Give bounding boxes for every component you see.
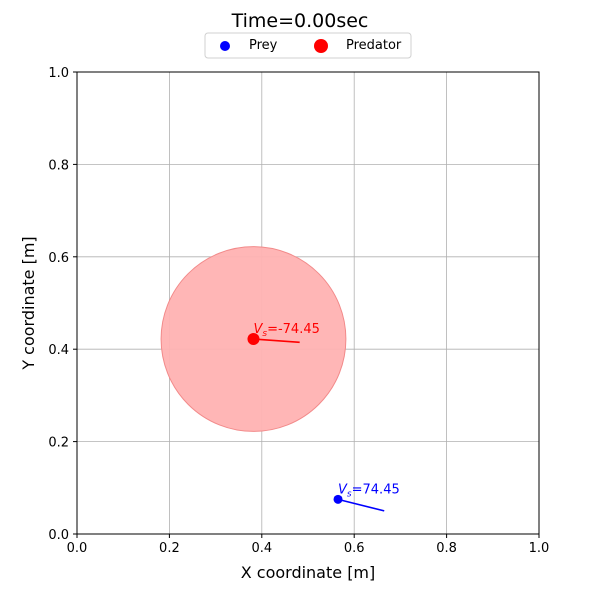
legend-marker-predator [314,39,328,53]
predator-point [247,333,260,346]
x-axis-label: X coordinate [m] [241,563,376,582]
plot-frame [76,71,540,535]
legend-label-predator: Predator [346,38,402,53]
legend-box [204,32,412,59]
legend: Prey Predator [204,32,412,59]
y-tick-label: 0.0 [48,528,69,543]
legend-label-prey: Prey [249,38,278,53]
x-tick-label: 0.6 [344,541,365,556]
y-axis-label: Y coordinate [m] [19,236,38,370]
x-tick-label: 0.4 [251,541,272,556]
y-tick-label: 0.8 [48,158,69,173]
plot-marks: Vs=74.45 Vs=-74.45 [160,246,400,512]
chart-title: Time=0.00sec [231,10,369,32]
ticks: 0.0 0.2 0.4 0.6 0.8 1.0 0.0 0.2 0.4 0.6 0.8 1.0 [48,66,549,556]
predator-velocity-line [253,338,300,344]
prey-velocity-label: Vs=74.45 [338,482,400,499]
x-tick-label: 0.0 [67,541,88,556]
prey-velocity-line [337,498,385,512]
x-tick-label: 1.0 [529,541,550,556]
legend-marker-prey [220,41,230,51]
y-tick-label: 0.2 [48,436,69,451]
predator-velocity-label: Vs=-74.45 [253,322,319,339]
prey-point [333,494,343,504]
y-tick-label: 1.0 [48,66,69,81]
y-tick-label: 0.6 [48,251,69,266]
x-tick-label: 0.8 [436,541,457,556]
y-tick-label: 0.4 [48,343,69,358]
x-tick-label: 0.2 [159,541,180,556]
